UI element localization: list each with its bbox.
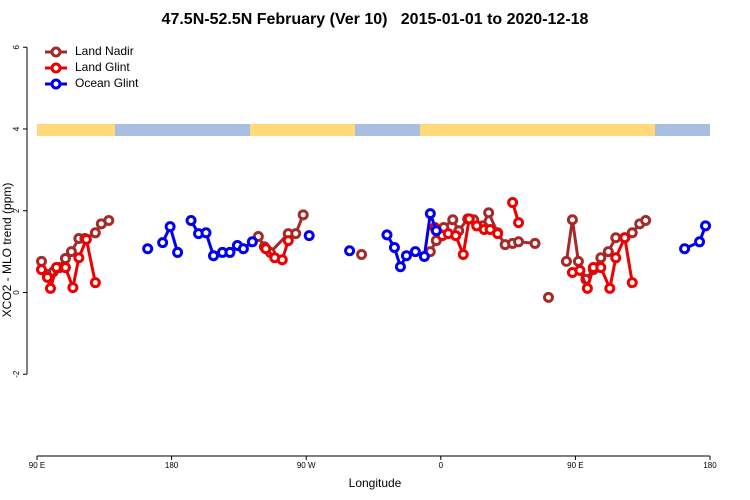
- land-band: [250, 124, 355, 136]
- series-line: [40, 202, 634, 294]
- data-point: [483, 207, 495, 219]
- data-point: [430, 225, 442, 237]
- x-tick-label: 180: [703, 461, 717, 470]
- data-point: [700, 220, 712, 232]
- data-point: [260, 243, 272, 255]
- data-point: [595, 252, 607, 264]
- data-point: [65, 246, 77, 258]
- legend-marker: [50, 62, 62, 74]
- legend-label: Land Glint: [75, 60, 130, 74]
- y-tick-label: 2: [12, 208, 21, 213]
- data-point: [157, 237, 169, 249]
- data-point: [224, 246, 236, 258]
- data-point: [80, 233, 92, 245]
- y-tick-label: 6: [12, 44, 21, 49]
- data-point: [626, 227, 638, 239]
- data-point: [185, 215, 197, 227]
- x-tick-label: 90 E: [29, 461, 45, 470]
- data-point: [418, 251, 430, 263]
- data-point: [59, 262, 71, 274]
- y-tick-label: 0: [12, 290, 21, 295]
- data-point: [529, 237, 541, 249]
- data-point: [89, 277, 101, 289]
- data-point: [172, 246, 184, 258]
- data-point: [626, 277, 638, 289]
- land-band: [37, 124, 115, 136]
- data-point: [424, 208, 436, 220]
- data-point: [400, 250, 412, 262]
- x-tick-label: 0: [439, 461, 444, 470]
- x-axis-title: Longitude: [349, 476, 402, 490]
- data-point: [297, 209, 309, 221]
- legend-label: Land Nadir: [75, 44, 134, 58]
- data-point: [290, 228, 302, 240]
- data-point: [41, 271, 53, 283]
- data-point: [44, 282, 56, 294]
- chart-title: 47.5N-52.5N February (Ver 10) 2015-01-01…: [162, 11, 589, 28]
- data-point: [572, 255, 584, 267]
- data-point: [463, 213, 475, 225]
- data-point: [492, 228, 504, 240]
- data-point: [604, 282, 616, 294]
- data-point: [694, 236, 706, 248]
- data-point: [73, 252, 85, 264]
- data-point: [507, 197, 519, 209]
- y-tick-label: -2: [12, 370, 21, 378]
- y-tick-label: 4: [12, 126, 21, 131]
- series-line: [40, 209, 647, 283]
- legend-label: Ocean Glint: [75, 76, 139, 90]
- data-point: [164, 221, 176, 233]
- data-point: [282, 235, 294, 247]
- data-point: [450, 230, 462, 242]
- data-point: [542, 291, 554, 303]
- data-point: [610, 232, 622, 244]
- data-point: [246, 236, 258, 248]
- data-point: [303, 230, 315, 242]
- data-point: [207, 250, 219, 262]
- data-point: [640, 215, 652, 227]
- land-ocean-strip: [37, 124, 710, 136]
- data-point: [595, 262, 607, 274]
- data-point: [619, 232, 631, 244]
- data-point: [142, 243, 154, 255]
- data-point: [388, 242, 400, 254]
- data-point: [344, 245, 356, 257]
- data-point: [513, 236, 525, 248]
- data-point: [50, 262, 62, 274]
- land-band: [420, 124, 655, 136]
- data-point: [237, 243, 249, 255]
- y-axis-title: XCO2 - MLO trend (ppm): [0, 183, 14, 318]
- data-point: [679, 243, 691, 255]
- data-point: [447, 214, 459, 226]
- data-point: [602, 246, 614, 258]
- data-point: [103, 215, 115, 227]
- legend-marker: [50, 78, 62, 90]
- legend-marker: [50, 46, 62, 58]
- data-point: [581, 282, 593, 294]
- data-point: [276, 254, 288, 266]
- data-point: [457, 248, 469, 260]
- data-point: [409, 246, 421, 258]
- data-point: [356, 248, 368, 260]
- x-tick-label: 90 W: [297, 461, 316, 470]
- x-tick-label: 180: [165, 461, 179, 470]
- data-point: [566, 214, 578, 226]
- data-point: [67, 282, 79, 294]
- data-point: [574, 264, 586, 276]
- data-point: [560, 255, 572, 267]
- x-tick-label: 90 E: [567, 461, 583, 470]
- data-point: [35, 264, 47, 276]
- data-point: [89, 227, 101, 239]
- data-point: [200, 227, 212, 239]
- data-point: [513, 217, 525, 229]
- data-point: [381, 229, 393, 241]
- data-point: [394, 261, 406, 273]
- data-point: [610, 252, 622, 264]
